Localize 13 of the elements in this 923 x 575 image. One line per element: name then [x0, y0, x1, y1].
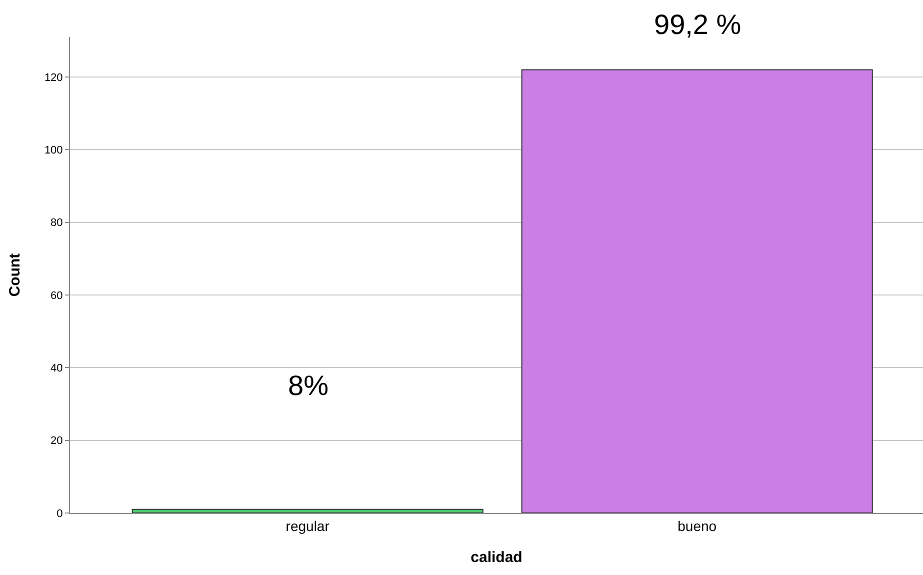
y-axis-title: Count [6, 253, 24, 297]
y-tick-label: 120 [44, 72, 63, 84]
x-tick-label: bueno [678, 518, 717, 534]
annotation: 8% [288, 370, 328, 401]
y-tick-label: 40 [50, 362, 63, 375]
y-tick-label: 20 [50, 435, 63, 448]
x-axis-title: calidad [470, 548, 522, 566]
y-tick-label: 100 [44, 144, 63, 156]
y-tick-label: 60 [50, 290, 63, 302]
y-tick-label: 0 [56, 508, 63, 520]
x-tick-label: regular [286, 518, 330, 534]
y-tick-label: 80 [50, 217, 63, 230]
annotation: 99,2 % [654, 9, 742, 40]
